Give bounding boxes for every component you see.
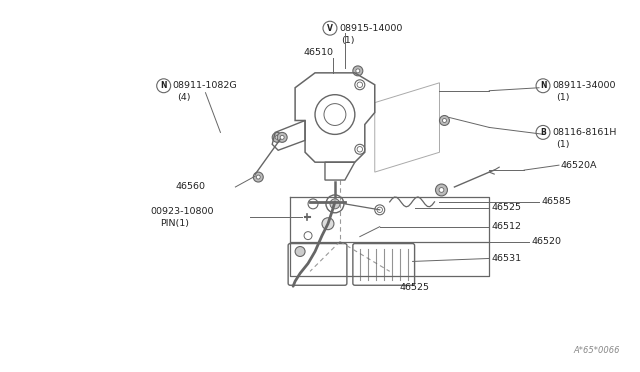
Text: A*65*0066: A*65*0066 xyxy=(574,346,620,355)
Circle shape xyxy=(439,187,444,192)
Text: 46560: 46560 xyxy=(175,183,205,192)
Circle shape xyxy=(256,175,260,179)
Text: (4): (4) xyxy=(177,93,190,102)
Circle shape xyxy=(272,132,282,142)
Text: 46525: 46525 xyxy=(492,203,521,212)
Text: B: B xyxy=(540,128,546,137)
Text: 08915-14000: 08915-14000 xyxy=(339,24,403,33)
Circle shape xyxy=(253,172,263,182)
Text: (1): (1) xyxy=(556,140,570,149)
Circle shape xyxy=(356,69,360,73)
Text: 46510: 46510 xyxy=(303,48,333,57)
Text: 46525: 46525 xyxy=(399,283,429,292)
Text: 46585: 46585 xyxy=(541,198,571,206)
Circle shape xyxy=(277,132,287,142)
Text: (1): (1) xyxy=(341,36,355,45)
Text: 00923-10800: 00923-10800 xyxy=(151,207,214,216)
Circle shape xyxy=(442,119,447,122)
Text: 08911-1082G: 08911-1082G xyxy=(173,81,237,90)
Text: 08116-8161H: 08116-8161H xyxy=(552,128,616,137)
Text: 46520: 46520 xyxy=(531,237,561,246)
Circle shape xyxy=(440,116,449,125)
Circle shape xyxy=(353,66,363,76)
Text: (1): (1) xyxy=(556,93,570,102)
Text: PIN(1): PIN(1) xyxy=(160,219,189,228)
Circle shape xyxy=(435,184,447,196)
Text: N: N xyxy=(161,81,167,90)
Circle shape xyxy=(280,135,284,140)
Circle shape xyxy=(322,218,334,230)
Circle shape xyxy=(330,199,340,209)
Text: 08911-34000: 08911-34000 xyxy=(552,81,616,90)
Text: N: N xyxy=(540,81,547,90)
Text: 46512: 46512 xyxy=(492,222,521,231)
Circle shape xyxy=(295,247,305,256)
Text: 46531: 46531 xyxy=(492,254,522,263)
Circle shape xyxy=(275,135,279,140)
Text: V: V xyxy=(327,24,333,33)
Text: 46520A: 46520A xyxy=(561,161,598,170)
